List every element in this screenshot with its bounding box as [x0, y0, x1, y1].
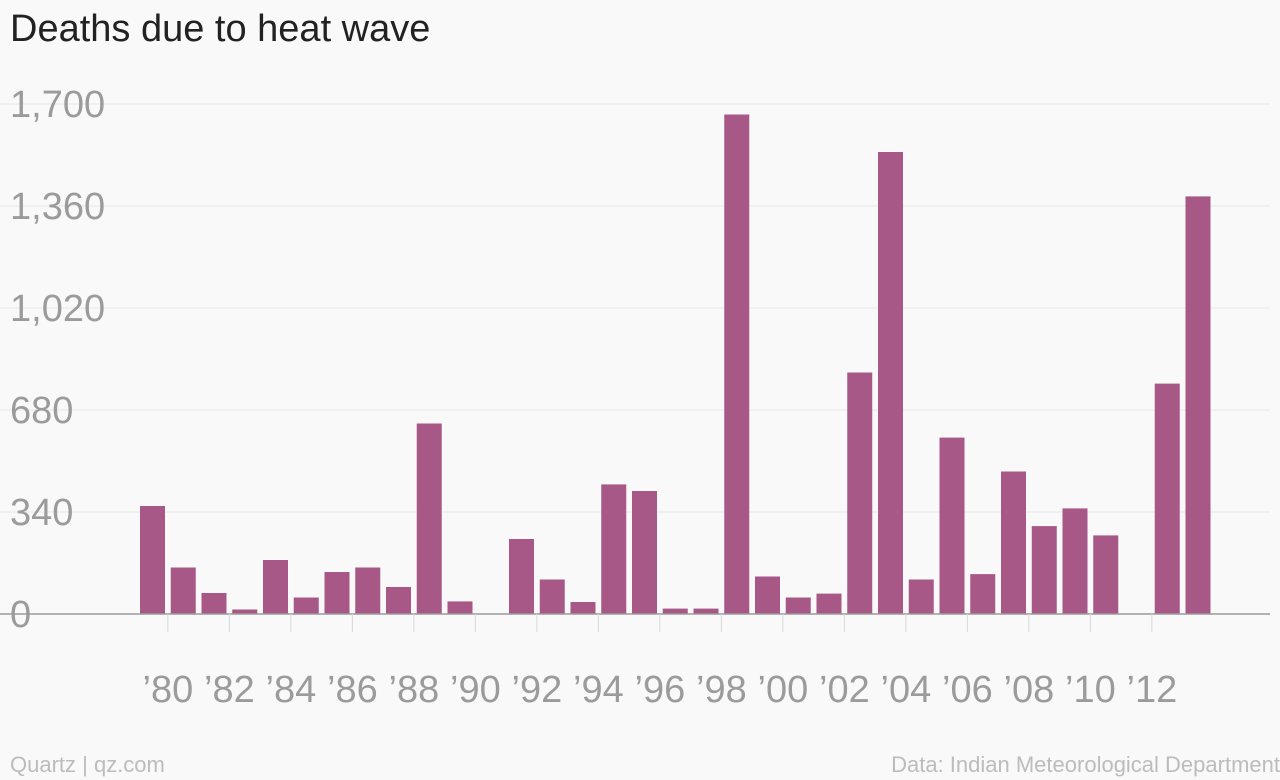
bar-1999: [755, 576, 780, 614]
y-tick-label: 1,700: [10, 84, 105, 126]
bar-1996: [662, 608, 688, 614]
y-tick-label: 680: [10, 390, 73, 432]
bar-2012: [1154, 383, 1180, 614]
x-tick-label: ’82: [204, 669, 255, 711]
y-tick-label: 0: [10, 594, 31, 636]
y-axis-tick-labels: 0 340 680 1,020 1,360 1,700: [10, 84, 105, 636]
y-tick-label: 340: [10, 492, 73, 534]
bar-1998: [724, 114, 750, 614]
bar-1982: [232, 609, 258, 614]
x-tick-label: ’06: [942, 669, 993, 711]
x-tick-label: ’96: [635, 669, 686, 711]
bar-1993: [570, 602, 596, 614]
x-tick-label: ’84: [266, 669, 317, 711]
bar-1980: [170, 567, 196, 614]
x-axis-tick-labels: ’80’82’84’86’88’90’92’94’96’98’00’02’04’…: [143, 669, 1178, 711]
bar-2006: [970, 574, 996, 614]
bar-1985: [324, 572, 350, 614]
bar-1979: [140, 506, 165, 614]
x-tick-label: ’88: [389, 669, 440, 711]
source-credit: Quartz | qz.com: [10, 752, 165, 777]
x-tick-label: ’02: [819, 669, 870, 711]
x-tick-label: ’08: [1004, 669, 1055, 711]
bar-2007: [1001, 471, 1026, 614]
bar-2001: [816, 593, 842, 614]
bar-1997: [693, 608, 719, 614]
x-tick-label: ’94: [573, 669, 624, 711]
y-tick-label: 1,360: [10, 186, 105, 228]
bar-1987: [386, 587, 411, 614]
x-tick-label: ’90: [450, 669, 501, 711]
bar-1994: [601, 484, 627, 614]
x-tick-label: ’00: [758, 669, 809, 711]
bar-2010: [1093, 535, 1119, 614]
bars: [140, 114, 1211, 614]
bar-2000: [785, 597, 811, 614]
bar-2008: [1031, 526, 1057, 614]
bar-2004: [908, 579, 934, 614]
bar-2003: [878, 152, 903, 614]
bar-2013: [1185, 196, 1211, 614]
bar-2002: [847, 372, 873, 614]
bar-1991: [509, 539, 534, 614]
y-tick-label: 1,020: [10, 288, 105, 330]
x-tick-label: ’04: [881, 669, 932, 711]
x-tick-label: ’80: [143, 669, 194, 711]
data-source: Data: Indian Meteorological Department: [891, 752, 1280, 777]
chart-title: Deaths due to heat wave: [10, 8, 431, 50]
bar-1988: [416, 423, 442, 614]
x-tick-label: ’10: [1065, 669, 1116, 711]
bar-1986: [355, 567, 381, 614]
bar-1995: [632, 491, 657, 614]
x-tick-label: ’86: [327, 669, 378, 711]
gridlines: [0, 103, 1270, 513]
bar-1983: [263, 560, 288, 614]
bar-1981: [201, 593, 227, 614]
bar-1984: [293, 597, 319, 614]
x-tick-label: ’92: [512, 669, 563, 711]
bar-2005: [939, 437, 965, 614]
x-axis-ticks: [167, 614, 1153, 632]
x-tick-label: ’98: [696, 669, 747, 711]
bar-1992: [539, 579, 565, 614]
bar-2009: [1062, 508, 1088, 614]
bar-1989: [447, 601, 473, 614]
x-tick-label: ’12: [1127, 669, 1178, 711]
